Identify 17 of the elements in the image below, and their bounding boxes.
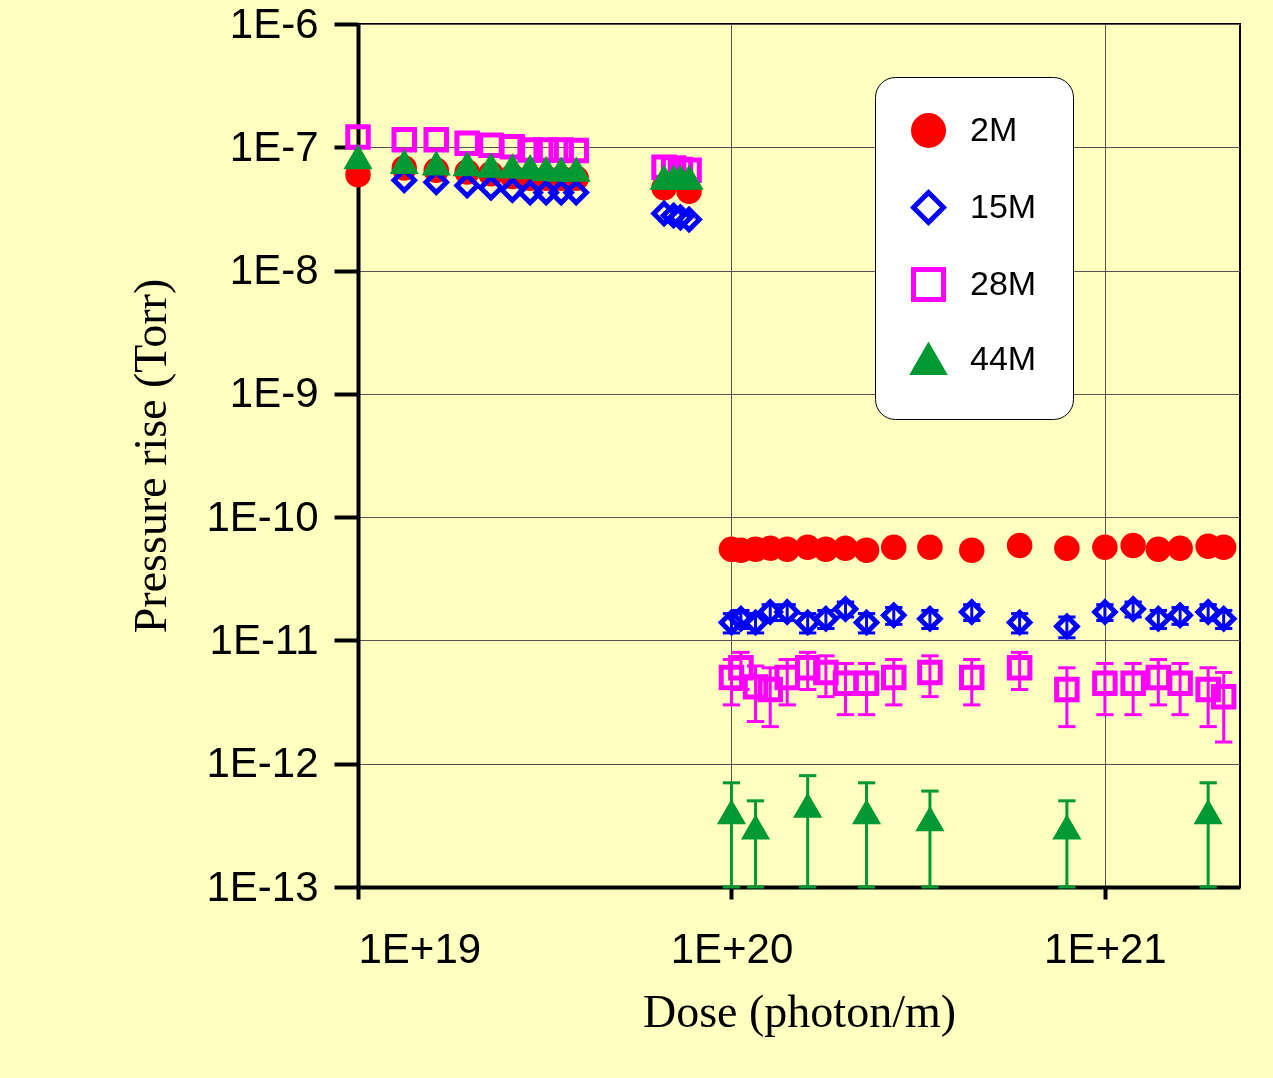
legend-label: 28M: [970, 263, 1037, 302]
y-tick-label: 1E-6: [229, 0, 319, 47]
y-tick-label: 1E-12: [206, 739, 319, 787]
x-tick-label: 1E+21: [1044, 924, 1167, 972]
y-tick-label: 1E-7: [229, 122, 319, 170]
x-tick-label: 1E+20: [670, 924, 794, 972]
x-tick-label: 1E+19: [358, 924, 482, 972]
y-tick-label: 1E-10: [206, 492, 319, 540]
y-tick-label: 1E-8: [229, 246, 319, 294]
x-axis-title: Dose (photon/m): [642, 985, 957, 1037]
legend-label: 2M: [970, 109, 1018, 148]
y-axis-title: Pressure rise (Torr): [125, 278, 177, 634]
legend-label: 15M: [970, 186, 1037, 225]
y-tick-label: 1E-9: [229, 369, 319, 417]
y-tick-label: 1E-13: [206, 862, 319, 910]
legend-label: 44M: [970, 338, 1037, 377]
y-tick-label: 1E-11: [209, 615, 319, 663]
